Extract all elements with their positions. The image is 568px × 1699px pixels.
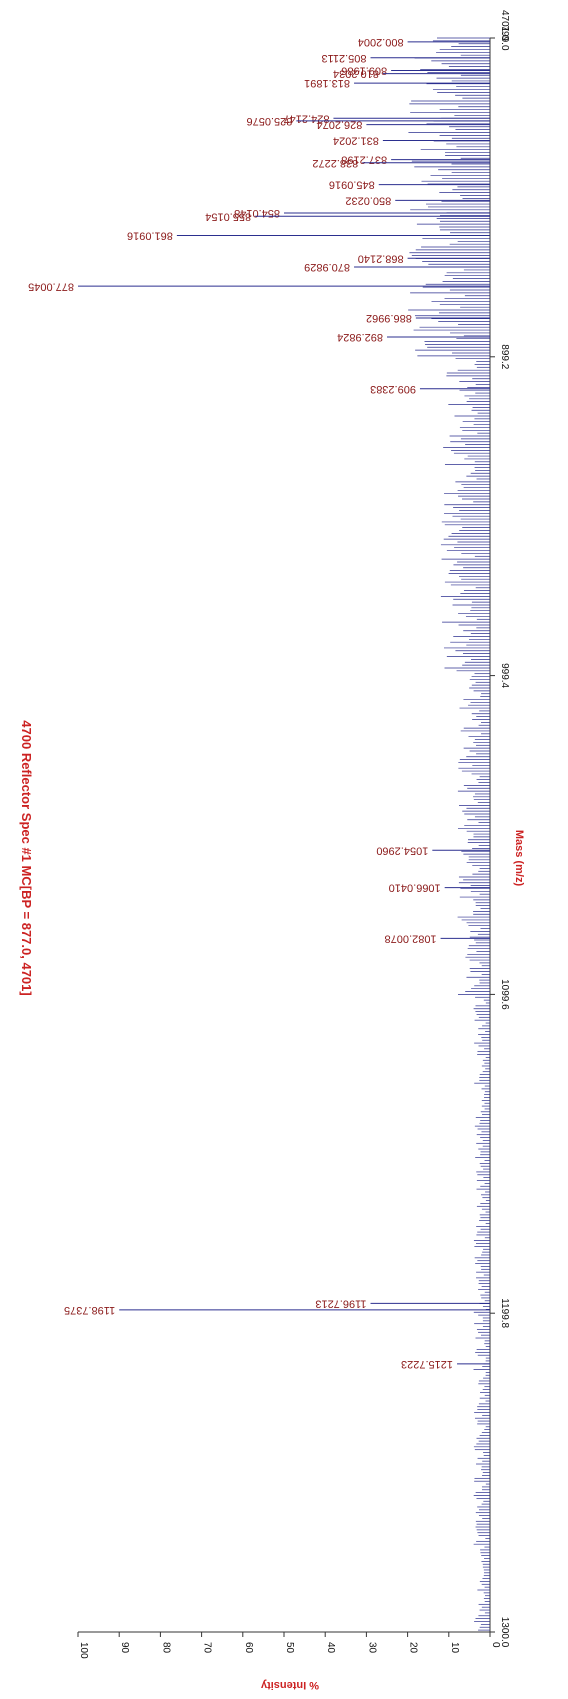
peak-label: 1082.0078 — [385, 933, 437, 945]
peak-label: 850.0232 — [345, 194, 391, 206]
y-tick-label: 80 — [160, 1642, 171, 1654]
y-tick-label: 0 — [490, 1642, 501, 1648]
x-axis-title: Mass (m/z) — [513, 830, 525, 887]
peak-label: 886.9962 — [366, 312, 412, 324]
peak-label: 825.0576 — [246, 115, 292, 127]
y-axis-ticks: 0 10 20 30 40 50 60 70 80 90 100 — [77, 1632, 501, 1659]
peak-label: 877.0045 — [28, 280, 74, 292]
x-tick-label: 799.0 — [499, 25, 510, 50]
peak-label: 861.0916 — [127, 230, 173, 242]
peak-label: 810.2034 — [333, 68, 379, 80]
x-tick-label: 999.4 — [499, 663, 510, 688]
peak-label: 855.0154 — [205, 210, 251, 222]
peak-label: 805.2113 — [321, 52, 366, 64]
y-tick-label: 50 — [284, 1642, 295, 1654]
peak-label: 892.9824 — [337, 331, 383, 343]
peak-label: 831.2024 — [333, 135, 379, 147]
y-tick-label: 70 — [202, 1642, 213, 1654]
y-tick-label: 100 — [78, 1642, 89, 1659]
chart-title: 4700 Reflector Spec #1 MC[BP = 877.0, 47… — [19, 720, 34, 995]
y-tick-label: 90 — [119, 1642, 130, 1654]
x-tick-label: 1199.8 — [499, 1298, 510, 1328]
peak-label: 870.9829 — [304, 261, 350, 273]
peak-label: 800.2004 — [358, 36, 404, 48]
labeled-peaks: 800.2004 805.2113809.1986810.2034813.1891… — [28, 36, 490, 1370]
y-tick-label: 60 — [243, 1642, 254, 1654]
x-tick-label: 899.2 — [499, 344, 510, 369]
y-tick-label: 10 — [449, 1642, 460, 1654]
peak-label: 1066.0410 — [389, 882, 441, 894]
y-tick-label: 20 — [408, 1642, 419, 1654]
y-tick-label: 30 — [366, 1642, 377, 1654]
peak-label: 1196.7213 — [315, 1297, 366, 1309]
spectrum-trace — [408, 37, 490, 1631]
y-tick-label: 40 — [325, 1642, 336, 1654]
peak-label: 1215.7223 — [401, 1358, 453, 1370]
peak-label: 1054.2960 — [376, 844, 428, 856]
x-axis-ticks: 799.0 899.2 999.4 1099.6 1199.8 1300.0 — [490, 25, 510, 1648]
peak-label: 909.2383 — [370, 383, 416, 395]
peak-label: 845.0916 — [329, 179, 375, 191]
max-intensity-label: 4701.0 — [499, 10, 510, 41]
x-tick-label: 1300.0 — [499, 1617, 510, 1648]
x-tick-label: 1099.6 — [499, 979, 510, 1010]
y-axis-title: % Intensity — [260, 1679, 319, 1691]
peak-label: 809.1986 — [341, 65, 387, 77]
peak-label: 1198.7375 — [64, 1304, 115, 1316]
peak-label: 868.2140 — [358, 252, 404, 264]
peak-label: 813.1891 — [304, 77, 350, 89]
peak-label: 826.2074 — [317, 119, 363, 131]
peak-label: 838.2272 — [312, 157, 358, 169]
